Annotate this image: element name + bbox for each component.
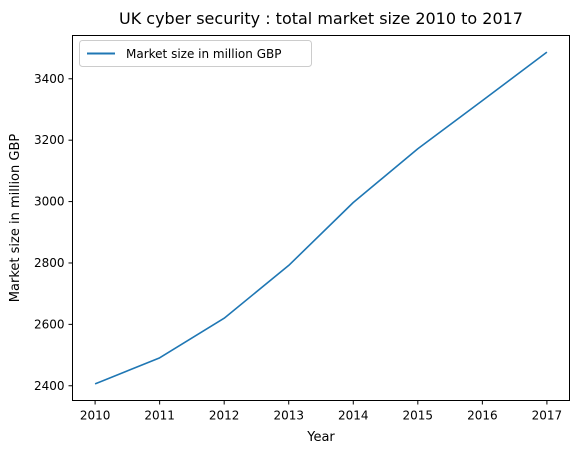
y-tick-label: 3000 [34, 195, 65, 209]
y-tick-label: 2600 [34, 317, 65, 331]
plot-area [72, 35, 570, 401]
legend: Market size in million GBP [79, 40, 312, 67]
y-tick-label: 2800 [34, 256, 65, 270]
x-tick-label: 2010 [80, 409, 111, 423]
y-tick-label: 3400 [34, 72, 65, 86]
y-axis: 2400 2600 2800 3000 3200 3400 [34, 72, 73, 393]
legend-box [79, 40, 312, 67]
y-tick-label: 3200 [34, 133, 65, 147]
x-tick-label: 2013 [273, 409, 304, 423]
y-tick-label: 2400 [34, 379, 65, 393]
x-tick-label: 2017 [532, 409, 563, 423]
chart-title: UK cyber security : total market size 20… [119, 9, 523, 28]
x-tick-label: 2016 [467, 409, 498, 423]
x-tick-label: 2012 [209, 409, 240, 423]
x-tick-label: 2015 [403, 409, 434, 423]
series-line [94, 51, 548, 385]
series-layer [94, 51, 548, 385]
plot-frame [72, 35, 570, 401]
x-axis-label: Year [306, 430, 335, 445]
x-tick-label: 2014 [338, 409, 369, 423]
legend-label: Market size in million GBP [126, 47, 281, 61]
x-axis: 2010 2011 2012 2013 2014 2015 2016 2017 [80, 400, 563, 423]
x-tick-label: 2011 [144, 409, 175, 423]
y-axis-label: Market size in million GBP [8, 134, 23, 303]
